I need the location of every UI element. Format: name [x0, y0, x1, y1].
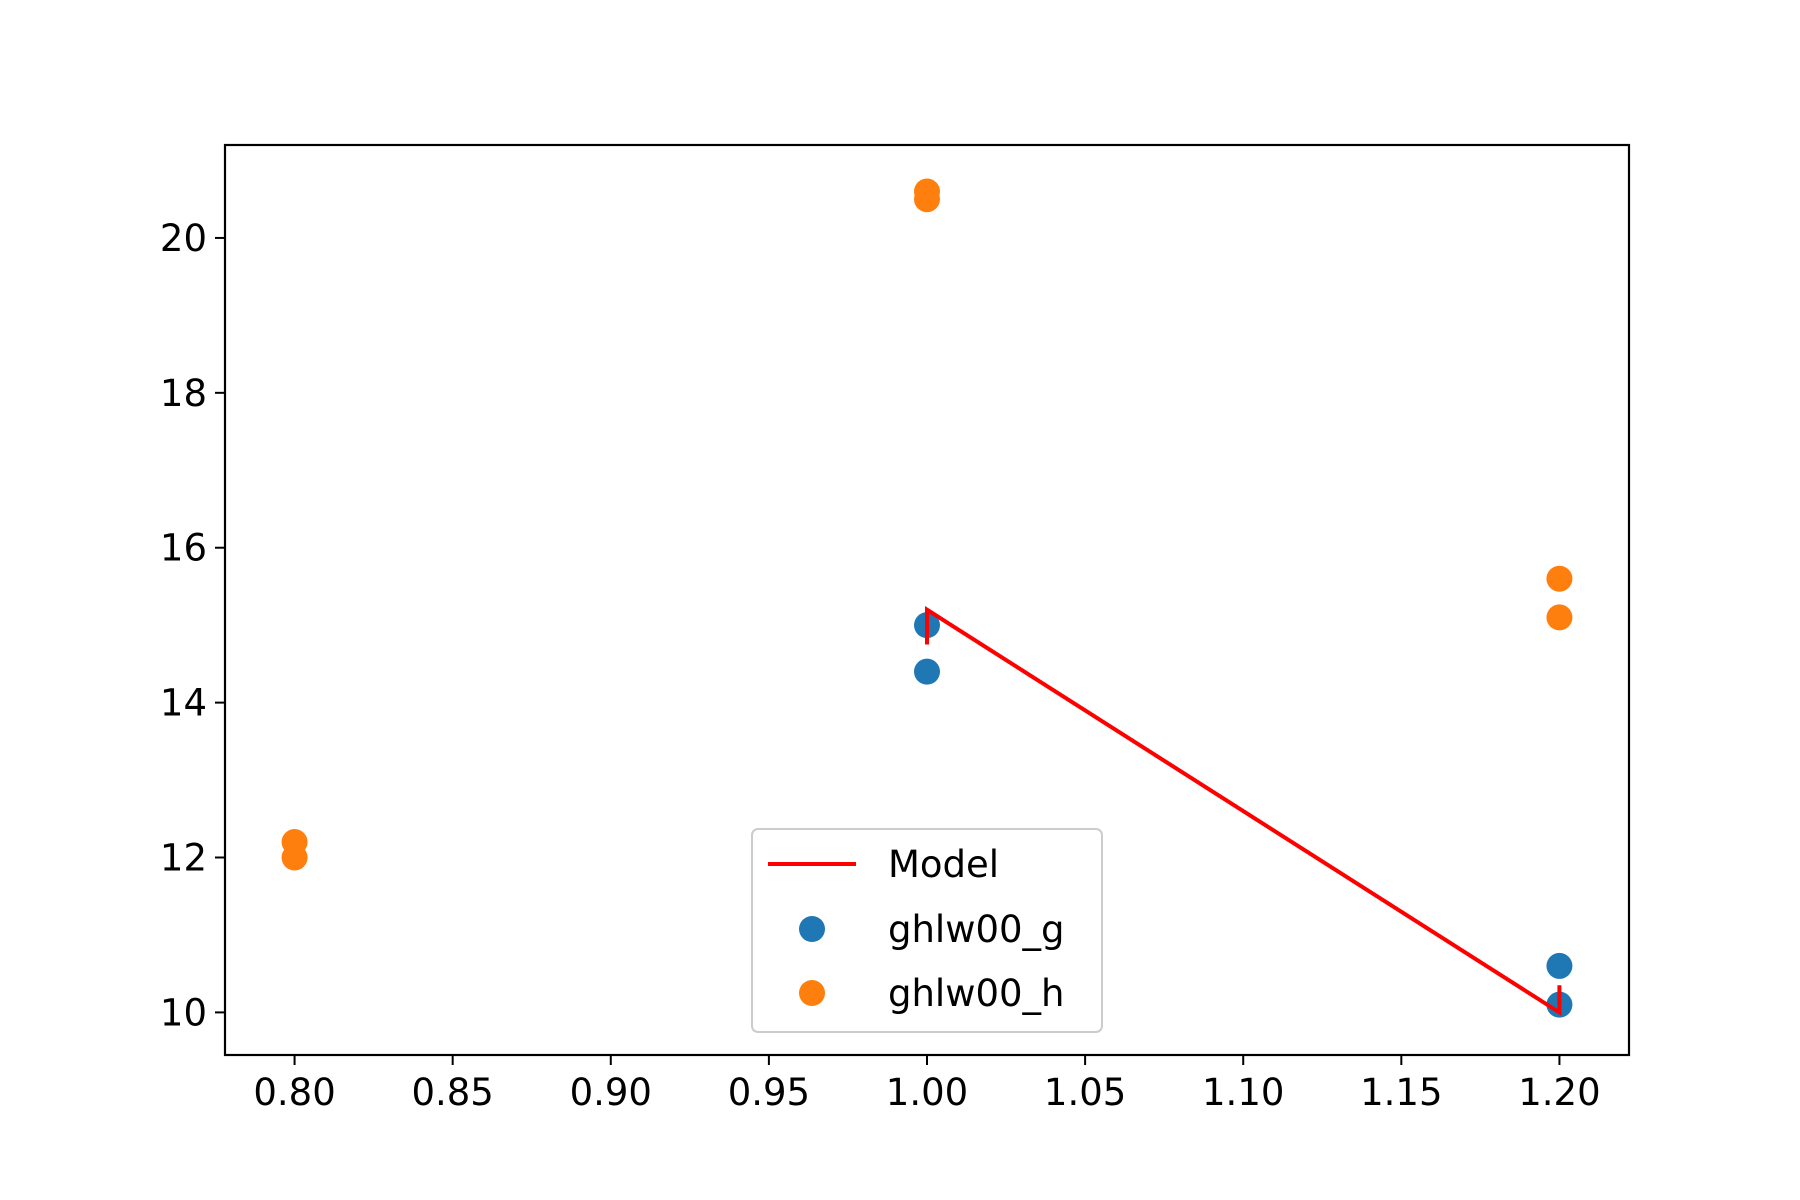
x-tick-label-5: 1.05: [1044, 1071, 1126, 1114]
y-tick-label-2: 14: [160, 682, 207, 725]
scatter-point-ghlw00_g-1: [914, 658, 940, 685]
legend-dot-swatch-1: [799, 916, 825, 942]
y-tick-label-0: 10: [160, 991, 207, 1034]
x-tick-label-8: 1.20: [1518, 1071, 1600, 1114]
x-tick-label-2: 0.90: [570, 1071, 652, 1114]
scatter-point-ghlw00_h-1: [281, 844, 308, 871]
x-tick-label-7: 1.15: [1360, 1071, 1442, 1114]
series-line-Model: [925, 606, 1562, 1017]
legend-label-1: ghlw00_g: [888, 908, 1065, 951]
y-tick-label-3: 16: [160, 527, 207, 570]
x-tick-label-4: 1.00: [886, 1071, 968, 1114]
x-tick-label-3: 0.95: [728, 1071, 810, 1114]
axes: 0.80 0.85 0.90 0.95 1.00 1.05 1.10 1.15 1.20 10 12…: [160, 143, 1631, 1114]
plot-area: [281, 178, 1573, 1018]
scatter-point-ghlw00_h-5: [1546, 604, 1573, 631]
y-tick-label-4: 18: [160, 372, 207, 415]
legend-label-2: ghlw00_h: [888, 972, 1065, 1015]
legend: Model ghlw00_g ghlw00_h: [751, 828, 1103, 1033]
scatter-point-ghlw00_h-3: [914, 186, 940, 213]
scatter-point-ghlw00_g-2: [1546, 952, 1573, 979]
legend-label-0: Model: [888, 843, 999, 886]
x-tick-label-6: 1.10: [1202, 1071, 1284, 1114]
legend-box: [751, 828, 1103, 1033]
x-tick-label-1: 0.85: [411, 1071, 493, 1114]
legend-dot-swatch-2: [799, 980, 825, 1006]
y-tick-label-1: 12: [160, 837, 207, 880]
x-tick-label-0: 0.80: [253, 1071, 335, 1114]
scatter-point-ghlw00_h-4: [1546, 565, 1573, 592]
y-tick-label-5: 20: [160, 217, 207, 260]
